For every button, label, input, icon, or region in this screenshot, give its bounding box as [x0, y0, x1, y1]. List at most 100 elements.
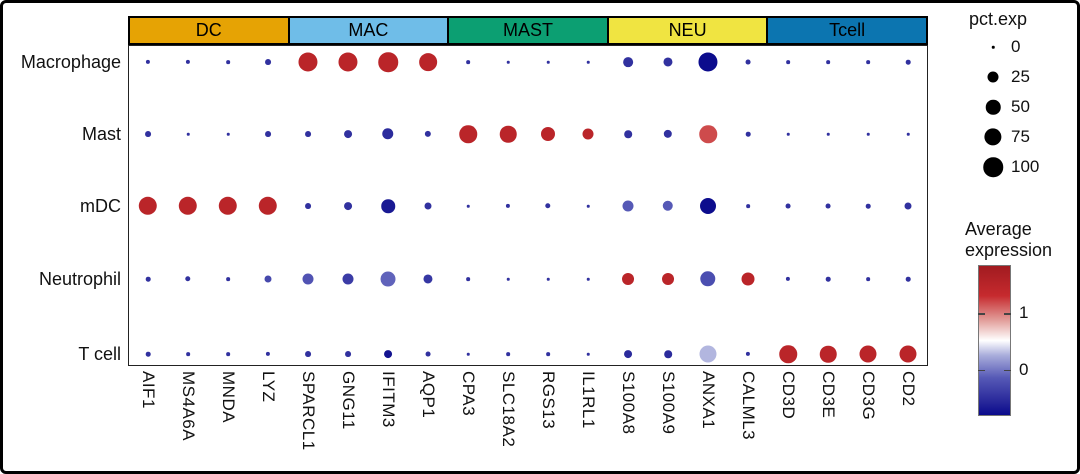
dot [662, 200, 674, 212]
dot [819, 345, 837, 363]
dot [423, 274, 433, 284]
gene-label: LYZ [259, 371, 278, 403]
dot [466, 60, 470, 64]
dot [904, 202, 912, 210]
dot [826, 60, 830, 64]
dot [380, 271, 396, 287]
dot [506, 277, 510, 281]
dot [466, 352, 470, 356]
dot [624, 130, 632, 138]
dot [663, 129, 673, 139]
gene-label: CD3G [859, 371, 878, 421]
dot [506, 352, 510, 356]
dot [185, 276, 191, 282]
dot [305, 131, 311, 137]
dot [624, 350, 632, 358]
dot [138, 196, 158, 216]
dot [419, 53, 437, 71]
dot [825, 276, 831, 282]
dot [265, 131, 271, 137]
dot [785, 203, 791, 209]
dot [859, 345, 877, 363]
colorbar-tick-value: 0 [1019, 359, 1029, 379]
gene-label: CPA3 [459, 371, 478, 417]
dot [305, 351, 311, 357]
dot [145, 276, 151, 282]
group-header-dc: DC [130, 18, 288, 43]
dot [265, 59, 271, 65]
dot [586, 204, 590, 208]
gene-label: S100A9 [659, 371, 678, 435]
gene-label: CD3D [779, 371, 798, 420]
color-legend-title-line1: Average [965, 219, 1032, 239]
group-header-neu: NEU [606, 18, 767, 43]
dot [700, 271, 716, 287]
dot [586, 352, 590, 356]
dot [424, 202, 432, 210]
dot [186, 352, 190, 356]
size-legend-dot [984, 128, 1002, 146]
dot [145, 59, 151, 65]
colorbar-tick [1004, 313, 1011, 315]
dot [699, 125, 717, 143]
dot [226, 352, 230, 356]
colorbar-tick [978, 369, 985, 372]
dot [741, 272, 755, 286]
dot [865, 203, 871, 209]
gene-label: CD3E [819, 371, 838, 419]
dot [826, 132, 830, 136]
gene-label: CALML3 [739, 371, 758, 441]
dot [384, 350, 392, 358]
dot [466, 204, 470, 208]
colorbar-tick-value: 1 [1019, 303, 1029, 323]
dot [700, 198, 716, 214]
colorbar [978, 265, 1011, 416]
dot [378, 52, 398, 72]
dot [226, 132, 230, 136]
dot [586, 277, 590, 281]
dot [546, 352, 550, 356]
size-legend-dot [991, 45, 995, 49]
dot [145, 351, 151, 357]
dot [545, 203, 551, 209]
dot [344, 202, 352, 210]
dot [662, 273, 674, 285]
dot [424, 130, 432, 138]
dot [906, 132, 910, 136]
gene-label: RGS13 [539, 371, 558, 430]
dot [623, 57, 633, 67]
row-label: mDC [80, 196, 121, 216]
row-label: Macrophage [20, 52, 121, 72]
size-legend-value: 100 [1011, 157, 1040, 176]
gene-label: MS4A6A [179, 371, 198, 442]
dot [218, 196, 238, 216]
gene-label: CD2 [899, 371, 918, 407]
size-legend-dot [983, 157, 1003, 177]
dot [779, 345, 797, 363]
gene-label: IFITM3 [379, 371, 398, 428]
dot [905, 276, 911, 282]
dot [745, 351, 751, 357]
color-legend-title: Average expression [965, 219, 1052, 261]
dot [866, 132, 870, 136]
dot [586, 60, 590, 64]
size-legend-title: pct.exp [969, 9, 1028, 29]
dot [582, 128, 594, 140]
dot [786, 60, 790, 64]
row-label: Neutrophil [38, 269, 121, 289]
dot [186, 132, 190, 136]
group-header-mast: MAST [447, 18, 607, 43]
gene-label: IL1RL1 [579, 371, 598, 429]
colorbar-tick [1004, 369, 1011, 372]
dot [905, 59, 911, 65]
dot [265, 351, 271, 357]
dot [622, 200, 634, 212]
dot [546, 60, 550, 64]
plot-area [128, 45, 928, 366]
size-legend-value: 50 [1011, 97, 1030, 116]
gene-label: AQP1 [419, 371, 438, 419]
dot [866, 277, 870, 281]
dot [499, 125, 517, 143]
colorbar-tick [978, 313, 985, 315]
